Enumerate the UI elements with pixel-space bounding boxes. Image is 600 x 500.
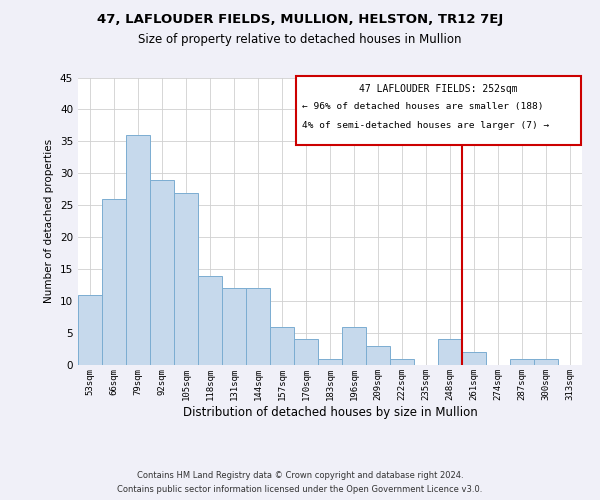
Bar <box>462 352 486 365</box>
Bar <box>342 326 366 365</box>
Bar <box>294 340 318 365</box>
Text: Contains public sector information licensed under the Open Government Licence v3: Contains public sector information licen… <box>118 484 482 494</box>
Text: 4% of semi-detached houses are larger (7) →: 4% of semi-detached houses are larger (7… <box>302 121 550 130</box>
Bar <box>510 358 534 365</box>
Bar <box>270 326 294 365</box>
Bar <box>438 340 462 365</box>
Bar <box>318 358 342 365</box>
Bar <box>126 135 150 365</box>
Bar <box>78 294 102 365</box>
X-axis label: Distribution of detached houses by size in Mullion: Distribution of detached houses by size … <box>182 406 478 418</box>
Text: 47 LAFLOUDER FIELDS: 252sqm: 47 LAFLOUDER FIELDS: 252sqm <box>359 84 518 94</box>
Y-axis label: Number of detached properties: Number of detached properties <box>44 139 55 304</box>
Bar <box>150 180 174 365</box>
Text: Contains HM Land Registry data © Crown copyright and database right 2024.: Contains HM Land Registry data © Crown c… <box>137 472 463 480</box>
Text: ← 96% of detached houses are smaller (188): ← 96% of detached houses are smaller (18… <box>302 102 544 111</box>
Bar <box>102 199 126 365</box>
Bar <box>366 346 390 365</box>
Bar <box>198 276 222 365</box>
Bar <box>246 288 270 365</box>
Bar <box>174 192 198 365</box>
Text: 47, LAFLOUDER FIELDS, MULLION, HELSTON, TR12 7EJ: 47, LAFLOUDER FIELDS, MULLION, HELSTON, … <box>97 12 503 26</box>
Text: Size of property relative to detached houses in Mullion: Size of property relative to detached ho… <box>138 32 462 46</box>
Bar <box>296 76 581 144</box>
Bar <box>390 358 414 365</box>
Bar <box>534 358 558 365</box>
Bar <box>222 288 246 365</box>
